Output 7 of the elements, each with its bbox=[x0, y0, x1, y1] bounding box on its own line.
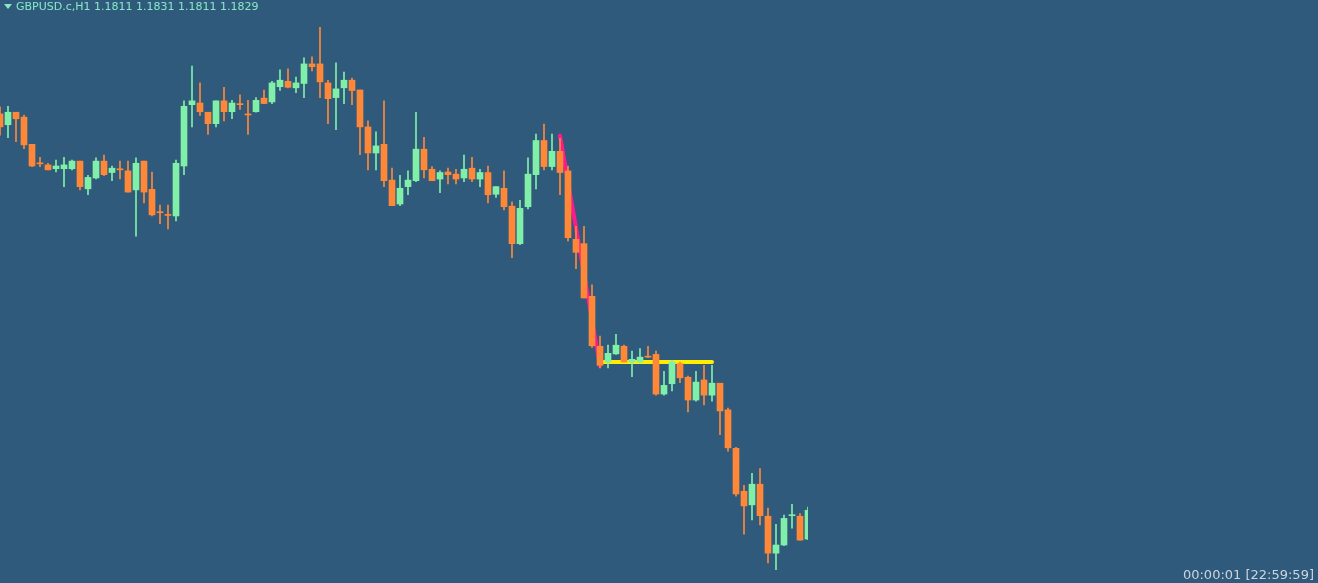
candlestick bbox=[788, 503, 796, 529]
chart-title: GBPUSD.c,H1 1.1811 1.1831 1.1811 1.1829 bbox=[16, 0, 259, 13]
text: 00:00:01 [22:59:59] bbox=[1182, 567, 1314, 582]
candlestick bbox=[236, 94, 244, 110]
candlestick bbox=[116, 160, 124, 180]
candlestick bbox=[164, 204, 172, 230]
candlestick bbox=[156, 204, 164, 224]
